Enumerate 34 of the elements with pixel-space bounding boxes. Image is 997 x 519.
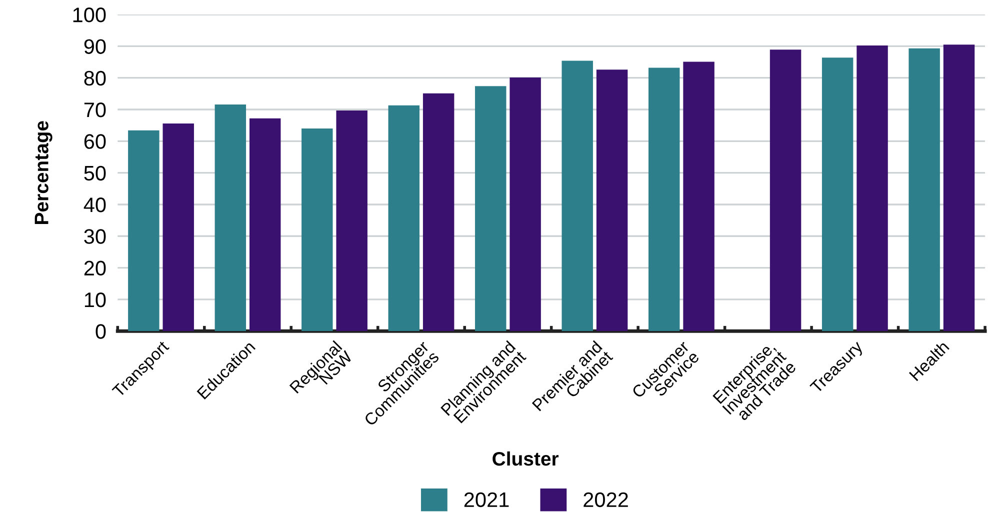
bar <box>422 93 454 332</box>
bar <box>683 62 714 332</box>
y-tick-label: 40 <box>84 197 106 212</box>
x-axis-title: Cluster <box>492 451 559 466</box>
y-tick-label: 30 <box>84 229 106 244</box>
y-tick-label: 90 <box>84 39 106 54</box>
y-axis-title: Percentage <box>34 121 52 224</box>
bar <box>302 128 333 332</box>
y-tick-label: 20 <box>84 260 106 276</box>
y-tick-label: 10 <box>84 292 106 308</box>
bar <box>475 86 506 332</box>
bar <box>943 44 975 332</box>
legend-label: 2021 <box>464 492 509 508</box>
y-tick-label: 70 <box>84 102 106 118</box>
bar <box>128 130 160 332</box>
legend-label: 2022 <box>584 492 628 508</box>
bar <box>510 78 541 332</box>
bar <box>648 68 680 332</box>
y-tick-label: 50 <box>84 166 106 181</box>
bar <box>214 104 246 332</box>
bar <box>562 60 593 332</box>
y-tick-label: 60 <box>84 134 106 149</box>
y-tick-label: 0 <box>96 324 106 339</box>
bar <box>822 58 854 332</box>
bar <box>908 48 940 332</box>
bar <box>770 50 802 332</box>
y-tick-label: 100 <box>73 8 106 22</box>
bar <box>162 123 194 332</box>
bar <box>388 105 420 332</box>
bar <box>249 118 281 332</box>
y-tick-label: 80 <box>84 70 106 86</box>
bar <box>596 70 628 332</box>
bar <box>336 110 368 332</box>
bar <box>856 46 888 332</box>
